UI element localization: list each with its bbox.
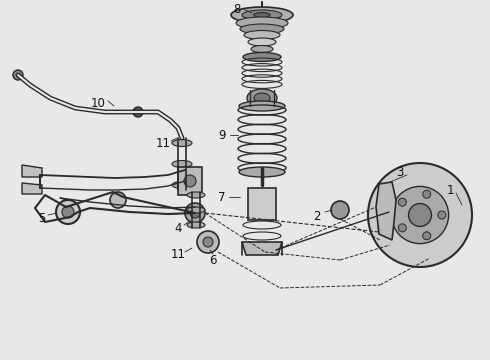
Text: 9: 9	[218, 129, 226, 141]
Circle shape	[110, 192, 126, 208]
Ellipse shape	[187, 222, 205, 228]
Circle shape	[409, 203, 431, 226]
Circle shape	[13, 70, 23, 80]
Polygon shape	[22, 165, 42, 177]
Text: 11: 11	[155, 136, 171, 149]
Ellipse shape	[172, 181, 192, 189]
Ellipse shape	[240, 24, 284, 34]
Circle shape	[184, 175, 196, 187]
Circle shape	[185, 203, 205, 223]
Circle shape	[423, 232, 431, 240]
Ellipse shape	[254, 13, 270, 18]
Ellipse shape	[244, 31, 280, 40]
Text: 10: 10	[91, 96, 105, 109]
Circle shape	[190, 208, 200, 218]
Circle shape	[438, 211, 446, 219]
Text: 3: 3	[396, 166, 404, 179]
Ellipse shape	[243, 53, 281, 62]
Ellipse shape	[251, 45, 273, 53]
Circle shape	[133, 107, 143, 117]
Circle shape	[203, 237, 213, 247]
Text: 8: 8	[233, 3, 241, 15]
Ellipse shape	[239, 167, 285, 177]
Ellipse shape	[239, 101, 285, 111]
Text: 5: 5	[38, 212, 46, 225]
Circle shape	[62, 206, 74, 218]
Polygon shape	[376, 182, 396, 240]
Circle shape	[423, 190, 431, 198]
Text: 2: 2	[313, 210, 321, 222]
Text: 6: 6	[209, 253, 217, 266]
Text: 4: 4	[174, 221, 182, 234]
Circle shape	[398, 198, 406, 206]
Ellipse shape	[242, 10, 282, 20]
Text: 11: 11	[171, 248, 186, 261]
Ellipse shape	[231, 7, 293, 23]
Ellipse shape	[236, 17, 288, 29]
Ellipse shape	[187, 192, 205, 198]
Text: 7: 7	[218, 190, 226, 203]
Ellipse shape	[254, 93, 270, 103]
Circle shape	[56, 200, 80, 224]
Polygon shape	[22, 183, 42, 194]
Ellipse shape	[172, 161, 192, 167]
Ellipse shape	[247, 89, 277, 107]
Bar	[178, 167, 202, 195]
Ellipse shape	[172, 140, 192, 147]
Circle shape	[331, 201, 349, 219]
Circle shape	[197, 231, 219, 253]
Ellipse shape	[248, 38, 276, 46]
Polygon shape	[242, 242, 282, 255]
Circle shape	[398, 224, 406, 232]
Text: 1: 1	[446, 184, 454, 197]
Bar	[248, 188, 276, 220]
Ellipse shape	[187, 207, 205, 213]
Circle shape	[392, 186, 449, 244]
Circle shape	[368, 163, 472, 267]
